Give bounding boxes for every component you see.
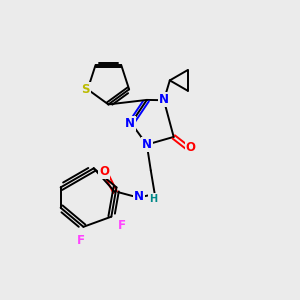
Text: F: F bbox=[118, 219, 126, 232]
Text: S: S bbox=[81, 83, 90, 96]
Text: O: O bbox=[99, 165, 109, 178]
Text: O: O bbox=[186, 141, 196, 154]
Text: H: H bbox=[149, 194, 157, 204]
Text: N: N bbox=[159, 93, 169, 106]
Text: N: N bbox=[134, 190, 144, 202]
Text: N: N bbox=[142, 138, 152, 151]
Text: N: N bbox=[125, 117, 135, 130]
Text: F: F bbox=[77, 234, 85, 247]
